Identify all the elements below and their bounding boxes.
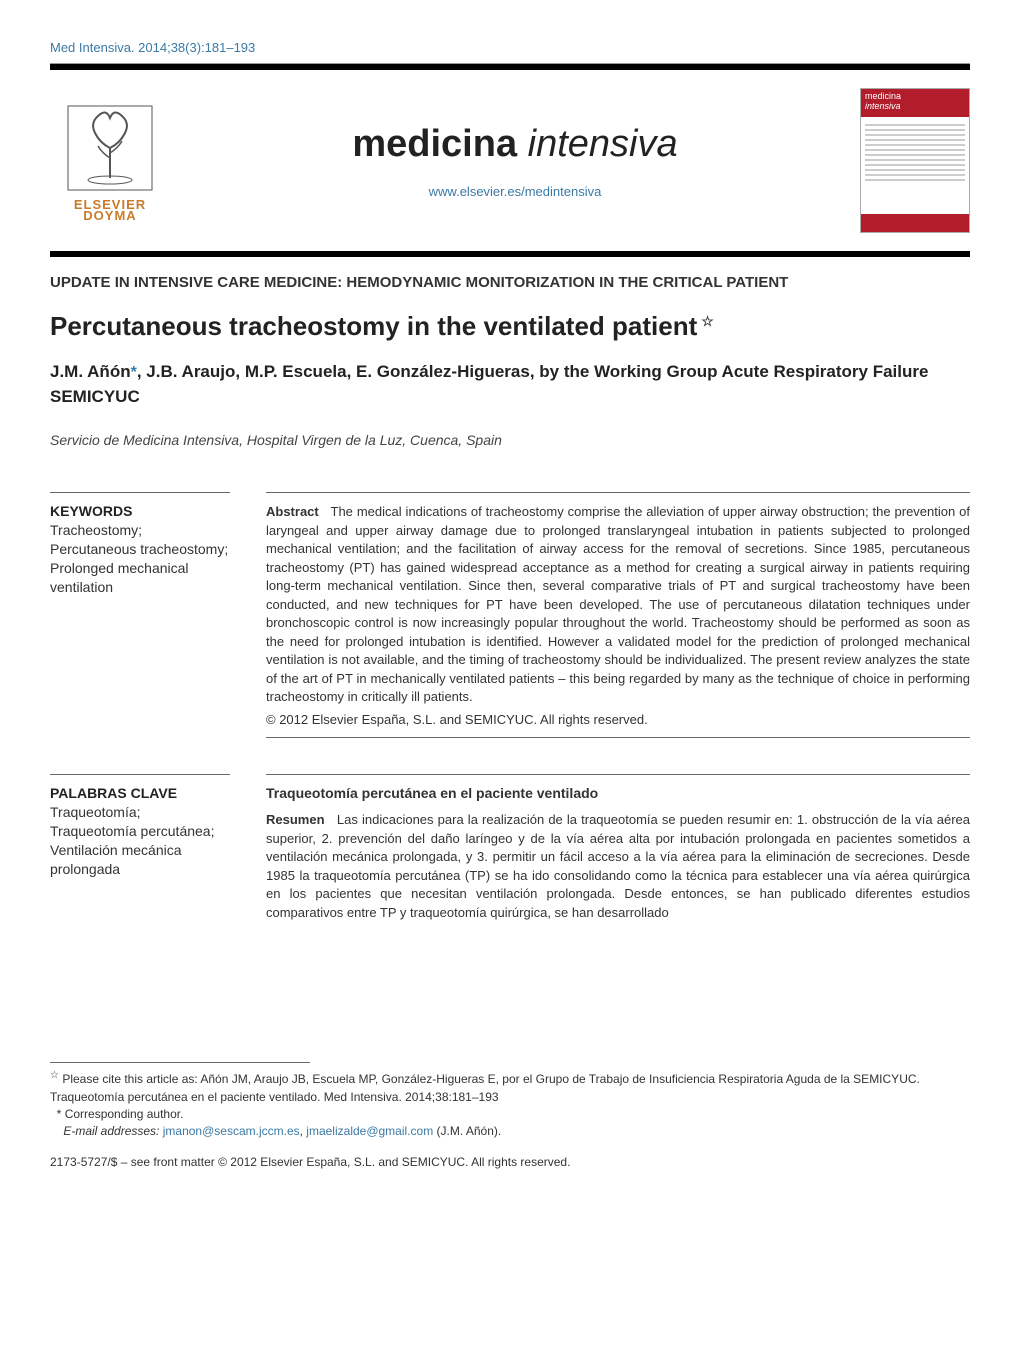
abstract-es-head: Resumen [266,812,325,827]
corr-text: Corresponding author. [65,1107,184,1121]
journal-cover-thumb: medicina intensiva [860,88,970,233]
kw-en-2: Prolonged mechanical ventilation [50,559,230,597]
abstract-es-body: Las indicaciones para la realización de … [266,812,970,919]
abstract-es-title: Traqueotomía percutánea en el paciente v… [266,785,970,801]
corresponding-mark: * [131,364,137,381]
keywords-en: KEYWORDS Tracheostomy; Percutaneous trac… [50,492,230,748]
journal-url-link[interactable]: www.elsevier.es/medintensiva [429,184,602,199]
keywords-es-head: PALABRAS CLAVE [50,785,230,801]
kw-es-2: Ventilación mecánica prolongada [50,841,230,879]
keywords-es: PALABRAS CLAVE Traqueotomía; Traqueotomí… [50,774,230,922]
footnote-corr: * Corresponding author. [50,1106,970,1123]
abstract-en-body: The medical indications of tracheostomy … [266,504,970,704]
running-head: Med Intensiva. 2014;38(3):181–193 [50,40,970,55]
footnote-rule [50,1062,310,1063]
footer-copyright: 2173-5727/$ – see front matter © 2012 El… [50,1155,970,1169]
abstract-block-es: PALABRAS CLAVE Traqueotomía; Traqueotomí… [50,758,970,932]
cite-text: Please cite this article as: Añón JM, Ar… [50,1072,920,1103]
email-label: E-mail addresses: [63,1124,159,1138]
corr-mark: * [57,1107,62,1121]
abstract-en-copyright: © 2012 Elsevier España, S.L. and SEMICYU… [266,712,970,727]
elsevier-tree-icon [60,98,160,198]
imprint-name: DOYMA [50,208,170,223]
abstract-block-en: KEYWORDS Tracheostomy; Percutaneous trac… [50,476,970,758]
affiliation: Servicio de Medicina Intensiva, Hospital… [50,432,970,448]
article-title: Percutaneous tracheostomy in the ventila… [50,311,970,342]
cite-mark: ☆ [50,1070,59,1081]
journal-title-plain: medicina [352,123,517,165]
email-link-1[interactable]: jmanon@sescam.jccm.es [163,1124,300,1138]
journal-title-italic: intensiva [528,123,678,165]
publisher-logo: ELSEVIER DOYMA [50,98,170,223]
masthead: ELSEVIER DOYMA medicina intensiva www.el… [50,70,970,251]
email-link-2[interactable]: jmaelizalde@gmail.com [306,1124,433,1138]
abstract-es: Traqueotomía percutánea en el paciente v… [266,774,970,922]
kw-en-0: Tracheostomy; [50,521,230,540]
cover-title-plain: medicina [865,91,901,101]
footnote-cite: ☆ Please cite this article as: Añón JM, … [50,1069,970,1106]
kw-es-0: Traqueotomía; [50,803,230,822]
article-title-text: Percutaneous tracheostomy in the ventila… [50,311,697,341]
kw-es-1: Traqueotomía percutánea; [50,822,230,841]
section-kicker: UPDATE IN INTENSIVE CARE MEDICINE: HEMOD… [50,273,970,293]
keywords-en-head: KEYWORDS [50,503,230,519]
authors-line: J.M. Añón*, J.B. Araujo, M.P. Escuela, E… [50,360,970,408]
cover-title-italic: intensiva [865,101,901,111]
black-bar-bottom [50,251,970,257]
footnote-email: E-mail addresses: jmanon@sescam.jccm.es,… [50,1123,970,1140]
kw-en-1: Percutaneous tracheostomy; [50,540,230,559]
abstract-en: Abstract The medical indications of trac… [266,492,970,748]
email-author: (J.M. Añón). [437,1124,502,1138]
abstract-en-head: Abstract [266,504,319,519]
title-footnote-mark: ☆ [701,313,714,329]
journal-title-block: medicina intensiva www.elsevier.es/medin… [170,123,860,199]
